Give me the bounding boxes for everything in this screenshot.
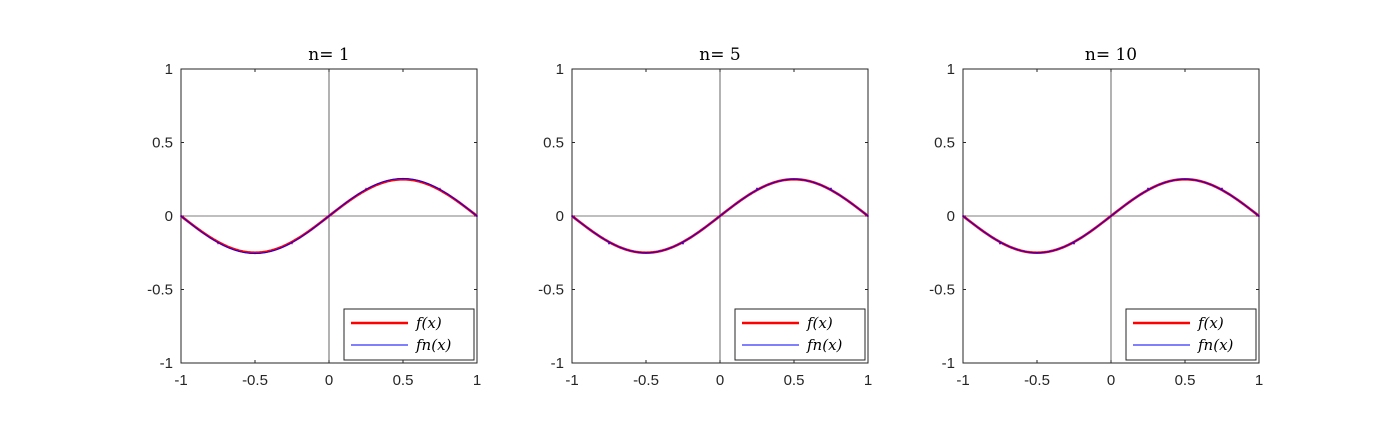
- legend: f(x) fn(x): [343, 308, 475, 361]
- data-point: [571, 215, 573, 217]
- x-tick-label: 0: [325, 372, 333, 389]
- legend-label-fn: fn(x): [806, 336, 843, 354]
- legend-box: [343, 308, 475, 361]
- x-tick-label: -1: [565, 372, 578, 389]
- legend-box: [1125, 308, 1257, 361]
- legend-label-fn: fn(x): [1197, 336, 1234, 354]
- y-tick-label: -1: [942, 355, 955, 372]
- data-point: [1110, 215, 1112, 217]
- y-tick-label: -0.5: [538, 282, 564, 299]
- x-tick-label: 0.5: [1175, 372, 1196, 389]
- data-point: [1036, 251, 1038, 254]
- x-tick-label: -1: [956, 372, 969, 389]
- data-point: [217, 241, 219, 244]
- x-tick-label: 0: [1107, 372, 1115, 389]
- data-point: [476, 215, 478, 217]
- legend-label-f: f(x): [415, 314, 442, 332]
- panel-1: -1 -0.5 0 0.5 1 -1 -0.5 0 0.5 1 n= 1 f(x) fn(x): [147, 45, 481, 389]
- data-point: [793, 178, 795, 181]
- data-point: [180, 215, 182, 217]
- data-point: [439, 188, 441, 191]
- x-tick-label: 0.5: [393, 372, 414, 389]
- panel-2: -1 -0.5 0 0.5 1 -1 -0.5 0 0.5 1 n= 5 f(x) fn(x): [538, 45, 872, 389]
- data-point: [682, 242, 684, 245]
- chart-title: n= 1: [308, 45, 349, 65]
- x-tick-label: 1: [864, 372, 872, 389]
- data-point: [867, 215, 869, 217]
- data-point: [291, 241, 293, 244]
- data-point: [254, 252, 256, 255]
- y-tick-label: 0: [165, 208, 173, 225]
- data-point: [328, 215, 330, 217]
- data-point: [756, 187, 758, 190]
- data-point: [1147, 187, 1149, 190]
- y-tick-label: 1: [556, 61, 564, 78]
- y-tick-label: 0.5: [934, 135, 955, 152]
- data-point: [830, 187, 832, 190]
- chart-title: n= 10: [1085, 45, 1137, 65]
- y-tick-label: -0.5: [929, 282, 955, 299]
- data-point: [1221, 187, 1223, 190]
- chart-title: n= 5: [699, 45, 740, 65]
- y-tick-label: -1: [160, 355, 173, 372]
- panel-3: -1 -0.5 0 0.5 1 -1 -0.5 0 0.5 1 n= 10 f(x) fn(x): [929, 45, 1263, 389]
- data-point: [719, 215, 721, 217]
- legend-label-f: f(x): [1197, 314, 1224, 332]
- data-point: [962, 215, 964, 217]
- data-point: [1184, 178, 1186, 181]
- x-tick-label: 1: [473, 372, 481, 389]
- legend-label-fn: fn(x): [415, 336, 452, 354]
- y-tick-label: -1: [551, 355, 564, 372]
- y-tick-label: 0: [947, 208, 955, 225]
- legend-box: [734, 308, 866, 361]
- y-tick-label: 1: [165, 61, 173, 78]
- data-point: [999, 242, 1001, 245]
- x-tick-label: 1: [1255, 372, 1263, 389]
- legend: f(x) fn(x): [1125, 308, 1257, 361]
- x-tick-label: -1: [174, 372, 187, 389]
- y-tick-label: 0.5: [152, 135, 173, 152]
- legend: f(x) fn(x): [734, 308, 866, 361]
- x-tick-label: -0.5: [1024, 372, 1050, 389]
- legend-label-f: f(x): [806, 314, 833, 332]
- data-point: [608, 242, 610, 245]
- x-tick-label: 0: [716, 372, 724, 389]
- data-point: [365, 188, 367, 191]
- data-point: [1073, 242, 1075, 245]
- x-tick-label: 0.5: [784, 372, 805, 389]
- data-point: [1258, 215, 1260, 217]
- y-tick-label: 1: [947, 61, 955, 78]
- x-tick-label: -0.5: [242, 372, 268, 389]
- y-tick-label: 0: [556, 208, 564, 225]
- y-tick-label: -0.5: [147, 282, 173, 299]
- x-tick-label: -0.5: [633, 372, 659, 389]
- y-tick-label: 0.5: [543, 135, 564, 152]
- data-point: [645, 251, 647, 254]
- data-point: [402, 177, 404, 180]
